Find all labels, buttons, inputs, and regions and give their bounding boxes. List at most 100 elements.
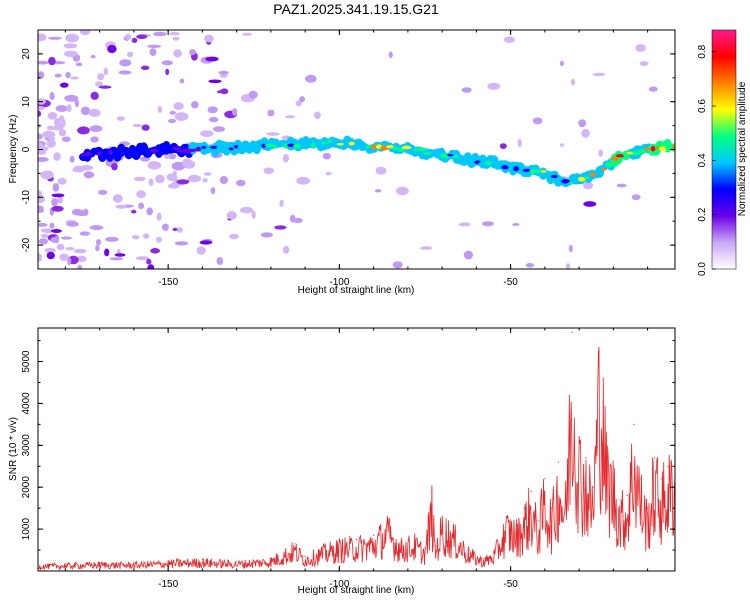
- ridge-core-blob: [221, 146, 231, 151]
- snr-point: [506, 515, 508, 518]
- noise-blob: [55, 105, 68, 112]
- snr-point: [492, 551, 495, 553]
- spectrogram-y-axis-label: Frequency (Hz): [8, 115, 19, 184]
- x-tick-label: -150: [158, 579, 178, 590]
- snr-point: [633, 423, 635, 425]
- y-tick-label: 1000: [21, 518, 32, 541]
- ridge-core-blob: [201, 146, 207, 149]
- noise-blob: [119, 59, 132, 67]
- noise-blob: [80, 106, 91, 116]
- noise-blob: [213, 126, 225, 132]
- snr-plot-area: [38, 328, 675, 571]
- noise-blob: [295, 100, 302, 107]
- noise-blob: [161, 223, 169, 231]
- ridge-core-blob: [440, 153, 450, 159]
- noise-blob: [69, 155, 75, 163]
- noise-blob: [46, 125, 54, 131]
- noise-blob: [155, 236, 162, 243]
- ridge-core-blob: [171, 146, 181, 151]
- noise-blob: [79, 231, 91, 236]
- snr-point: [640, 478, 642, 480]
- snr-point: [468, 549, 471, 551]
- noise-blob: [176, 179, 190, 185]
- noise-blob: [196, 246, 206, 255]
- noise-blob: [50, 229, 62, 233]
- noise-blob: [242, 32, 253, 36]
- noise-blob: [57, 177, 67, 185]
- noise-blob: [73, 248, 87, 254]
- ridge-core-blob: [469, 159, 475, 163]
- noise-blob: [146, 258, 152, 265]
- noise-blob: [314, 111, 321, 120]
- noise-blob: [168, 153, 177, 160]
- noise-blob: [118, 70, 132, 75]
- noise-blob: [74, 99, 79, 108]
- snr-point: [626, 495, 628, 497]
- snr-point: [523, 507, 525, 509]
- noise-blob: [59, 115, 65, 123]
- ridge-core-blob: [408, 148, 416, 153]
- snr-point: [441, 515, 443, 518]
- ridge-core-blob: [458, 154, 465, 160]
- y-tick-label: 20: [21, 48, 32, 60]
- snr-point: [612, 465, 615, 467]
- figure-title: PAZ1.2025.341.19.15.G21: [273, 1, 439, 17]
- ridge-core-blob: [343, 142, 350, 147]
- noise-blob: [136, 190, 146, 199]
- ridge-core-blob: [277, 141, 284, 147]
- noise-blob: [46, 139, 56, 148]
- ridge-core-blob: [577, 176, 586, 182]
- noise-blob: [59, 253, 69, 261]
- noise-blob: [173, 102, 184, 110]
- snr-point: [530, 490, 532, 492]
- noise-blob: [616, 183, 627, 188]
- noise-blob: [568, 244, 573, 253]
- noise-blob: [266, 132, 280, 136]
- colorbar-tick-label: 0.0: [697, 262, 708, 276]
- ridge-core-blob: [233, 145, 240, 149]
- noise-blob: [598, 149, 603, 157]
- noise-blob: [305, 74, 317, 83]
- y-tick-label: 4000: [21, 392, 32, 415]
- snr-point: [578, 436, 580, 438]
- noise-blob: [96, 239, 102, 246]
- noise-blob: [583, 201, 597, 207]
- noise-blob: [374, 189, 382, 193]
- noise-blob: [174, 241, 189, 246]
- noise-blob: [136, 34, 148, 40]
- noise-blob: [95, 244, 100, 252]
- noise-blob: [89, 125, 103, 132]
- ridge-core-blob: [348, 141, 355, 146]
- noise-blob: [64, 94, 79, 102]
- noise-blob: [169, 110, 176, 115]
- noise-blob: [88, 108, 101, 117]
- ridge-core-blob: [358, 143, 367, 149]
- noise-blob: [251, 210, 256, 219]
- noise-blob: [54, 235, 60, 244]
- x-tick-label: -50: [503, 579, 518, 590]
- noise-blob: [61, 136, 71, 142]
- noise-blob: [156, 212, 162, 221]
- noise-blob: [77, 264, 83, 269]
- noise-blob: [38, 110, 42, 117]
- noise-blob: [51, 198, 58, 207]
- noise-blob: [89, 225, 104, 231]
- spectrogram-x-ticks: -150 -100 -50: [64, 30, 649, 288]
- noise-blob: [95, 81, 103, 87]
- noise-blob: [38, 149, 47, 155]
- snr-point: [585, 457, 587, 459]
- noise-blob: [75, 210, 89, 217]
- ridge-core-blob: [484, 161, 493, 166]
- noise-blob: [482, 221, 494, 227]
- noise-blob: [161, 60, 173, 66]
- noise-blob: [289, 214, 296, 223]
- snr-point: [414, 536, 416, 539]
- noise-blob: [66, 221, 79, 227]
- noise-blob: [109, 257, 124, 261]
- snr-point: [294, 543, 296, 545]
- ridge-core-blob: [453, 155, 459, 159]
- y-tick-label: 2000: [21, 476, 32, 499]
- noise-blob: [191, 101, 199, 109]
- noise-blob: [388, 51, 393, 59]
- ridge-core-blob: [108, 149, 113, 155]
